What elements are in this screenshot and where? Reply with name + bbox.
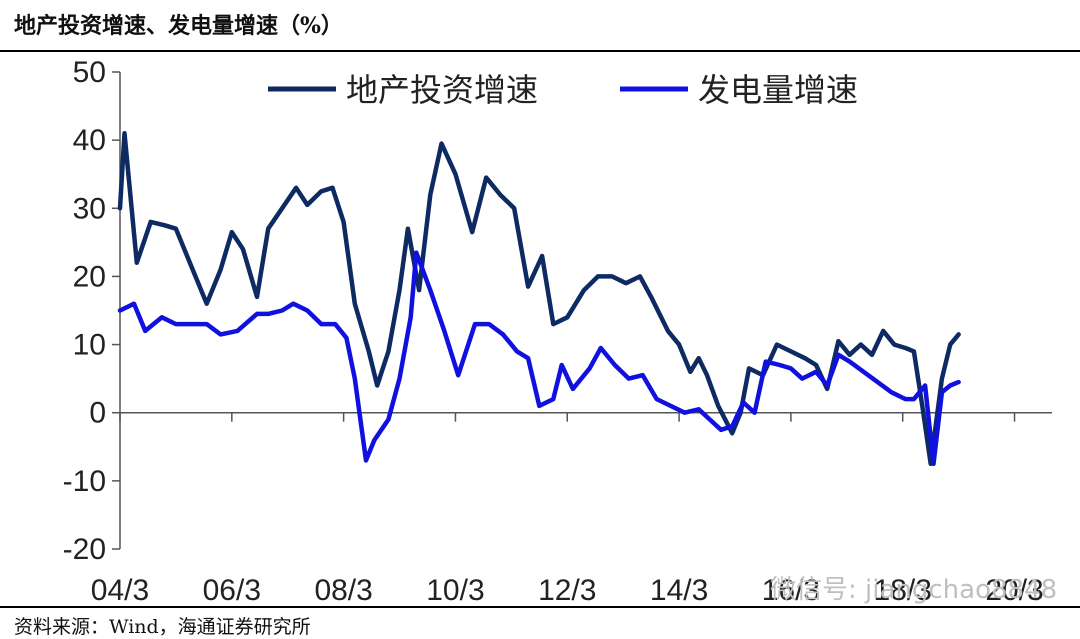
x-tick-label: 10/3 bbox=[426, 574, 484, 606]
x-tick-label: 18/3 bbox=[874, 574, 932, 606]
chart-lines bbox=[117, 131, 961, 467]
bottom-rule bbox=[0, 606, 1080, 608]
x-tick-label: 20/3 bbox=[985, 574, 1043, 606]
watermark-text: 微信号: jiangchao8848 bbox=[770, 575, 1057, 605]
source-note: 资料来源：Wind，海通证券研究所 bbox=[14, 616, 311, 638]
top-rule bbox=[0, 50, 1080, 52]
x-tick-label: 16/3 bbox=[762, 574, 820, 606]
chart-legend: 地产投资增速 发电量增速 bbox=[268, 71, 858, 109]
x-tick-label: 04/3 bbox=[91, 574, 149, 606]
y-tick-label: -10 bbox=[63, 465, 106, 498]
chart-title: 地产投资增速、发电量增速（%） bbox=[14, 13, 343, 39]
series-line-2 bbox=[117, 250, 961, 467]
line-chart: -20 -10 0 10 20 30 40 50 04/3 06/3 08/3 10/3 12/3 14/… bbox=[63, 56, 1058, 606]
legend-label-2: 发电量增速 bbox=[698, 71, 858, 109]
x-tick-label: 12/3 bbox=[538, 574, 596, 606]
y-tick-label: 30 bbox=[73, 192, 106, 225]
y-tick-label: -20 bbox=[63, 533, 106, 566]
y-tick-label: 0 bbox=[89, 397, 106, 430]
x-tick-label: 14/3 bbox=[650, 574, 708, 606]
series-line-1 bbox=[117, 131, 961, 467]
legend-label-1: 地产投资增速 bbox=[346, 71, 538, 109]
y-tick-label: 10 bbox=[73, 329, 106, 362]
y-tick-label: 40 bbox=[73, 124, 106, 157]
y-tick-label: 50 bbox=[73, 56, 106, 89]
y-tick-label: 20 bbox=[73, 260, 106, 293]
chart-axes: -20 -10 0 10 20 30 40 50 04/3 06/3 08/3 10/3 12/3 14/… bbox=[63, 56, 1052, 606]
x-tick-label: 08/3 bbox=[314, 574, 372, 606]
x-tick-label: 06/3 bbox=[203, 574, 261, 606]
